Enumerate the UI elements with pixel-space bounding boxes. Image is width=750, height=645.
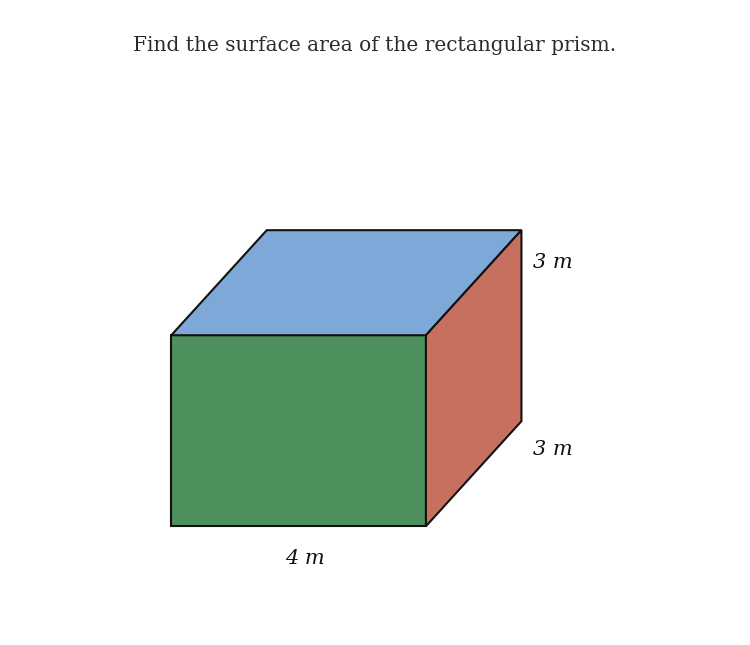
- Polygon shape: [426, 230, 521, 526]
- Text: 3 m: 3 m: [533, 441, 572, 459]
- Polygon shape: [171, 335, 426, 526]
- Text: Find the surface area of the rectangular prism.: Find the surface area of the rectangular…: [134, 36, 616, 55]
- Text: 3 m: 3 m: [533, 252, 572, 272]
- Text: 4 m: 4 m: [285, 548, 325, 568]
- Polygon shape: [171, 230, 521, 335]
